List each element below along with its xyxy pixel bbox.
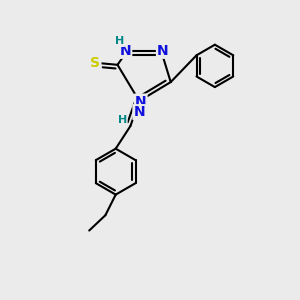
- Text: H: H: [118, 115, 127, 124]
- Text: N: N: [157, 44, 169, 58]
- Text: N: N: [120, 44, 131, 58]
- Text: N: N: [134, 105, 145, 119]
- Text: N: N: [135, 94, 146, 109]
- Text: H: H: [115, 36, 124, 46]
- Text: S: S: [90, 56, 100, 70]
